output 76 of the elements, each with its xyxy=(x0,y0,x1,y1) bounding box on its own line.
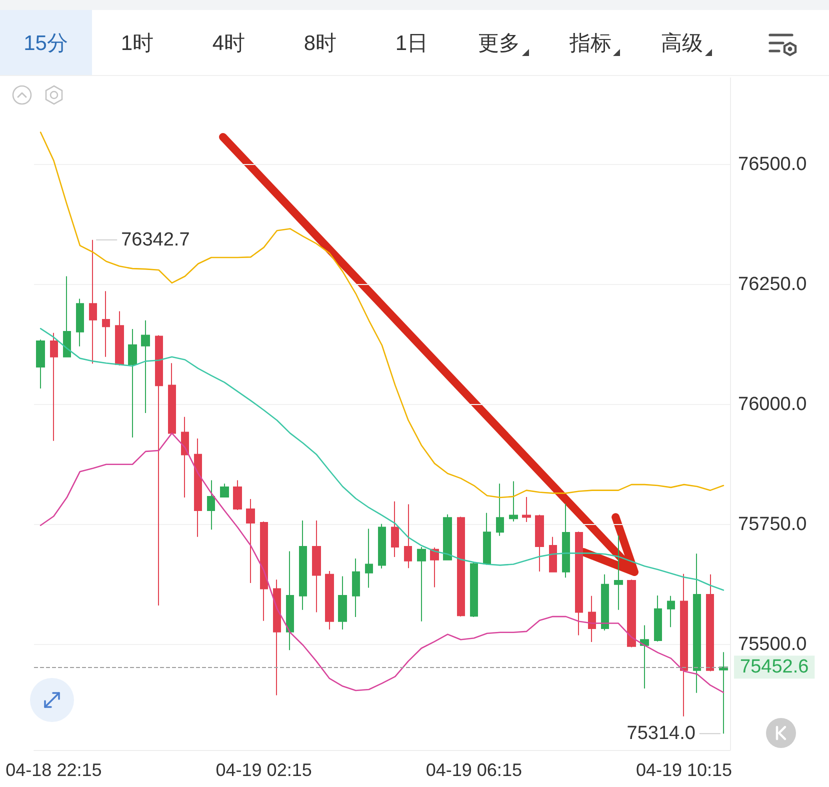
candlestick xyxy=(417,546,426,622)
candlestick xyxy=(588,595,596,642)
x-tick-label: 04-19 06:15 xyxy=(426,760,522,780)
candlestick xyxy=(115,310,124,366)
candlestick xyxy=(522,496,531,522)
x-tick-label: 04-19 02:15 xyxy=(216,760,312,780)
candlestick xyxy=(325,570,334,630)
candlestick xyxy=(378,523,386,570)
candlestick xyxy=(680,573,688,717)
candlestick xyxy=(233,480,242,510)
candlestick xyxy=(470,562,478,618)
candlestick xyxy=(391,500,399,558)
candlestick xyxy=(128,328,137,438)
candlestick xyxy=(286,550,294,651)
candlestick xyxy=(63,276,71,358)
text: 更多 xyxy=(478,30,520,56)
candlestick xyxy=(155,334,163,606)
candlestick xyxy=(483,512,491,566)
candlestick xyxy=(299,520,307,610)
y-tick-label: 76250.0 xyxy=(738,274,807,295)
candlestick xyxy=(246,498,255,584)
candlestick xyxy=(535,514,544,572)
candlestick xyxy=(667,595,675,628)
text: 指标 xyxy=(569,30,612,56)
y-tick-label: 76000.0 xyxy=(738,394,807,415)
candlestick xyxy=(36,339,45,390)
candlestick xyxy=(181,416,189,498)
ref-line-label: 75452.6 xyxy=(740,656,809,678)
text: 1日 xyxy=(395,30,428,56)
candlestick xyxy=(640,624,649,690)
candlestick xyxy=(273,579,281,696)
candlestick xyxy=(601,574,609,631)
line-series xyxy=(40,432,724,694)
candlestick xyxy=(220,483,229,498)
candlestick xyxy=(207,480,215,530)
candlestick xyxy=(352,558,360,618)
x-tick-label: 04-18 22:15 xyxy=(6,760,102,780)
candlestick xyxy=(404,504,412,569)
text: 15分 xyxy=(24,30,68,56)
candlestick xyxy=(496,483,504,536)
candlestick xyxy=(338,576,347,630)
text: 76342.7 xyxy=(121,229,190,250)
candlestick xyxy=(575,531,583,636)
candlestick xyxy=(89,239,97,364)
y-tick-label: 75750.0 xyxy=(738,514,807,535)
candlestick xyxy=(706,574,714,672)
candlestick xyxy=(562,503,570,578)
candlestick xyxy=(141,320,150,414)
candlestick xyxy=(102,290,110,358)
candlestick xyxy=(76,298,84,347)
text: 75314.0 xyxy=(626,723,696,744)
candlestick xyxy=(430,546,439,588)
candlestick xyxy=(719,652,728,734)
line-series xyxy=(40,132,724,498)
text: 4时 xyxy=(212,30,246,56)
candlestick xyxy=(693,553,701,694)
candlestick xyxy=(168,362,176,435)
candlestick xyxy=(312,520,321,613)
candlestick xyxy=(443,514,452,561)
candlestick xyxy=(654,594,662,642)
y-tick-label: 76500.0 xyxy=(738,154,807,175)
text: 8时 xyxy=(304,30,337,56)
text: 高级 xyxy=(660,30,703,56)
candlestick xyxy=(365,528,373,588)
y-tick-label: 75500.0 xyxy=(738,634,807,655)
x-tick-label: 04-19 10:15 xyxy=(636,760,732,780)
candlestick xyxy=(50,332,58,442)
candlestick xyxy=(194,438,202,538)
candlestick xyxy=(549,536,557,573)
candlestick xyxy=(457,516,465,618)
candlestick xyxy=(627,579,636,648)
candlestick xyxy=(260,521,268,622)
candlestick xyxy=(614,534,623,610)
line-series xyxy=(40,328,724,591)
text: 1时 xyxy=(120,30,154,56)
candlestick xyxy=(509,480,518,522)
